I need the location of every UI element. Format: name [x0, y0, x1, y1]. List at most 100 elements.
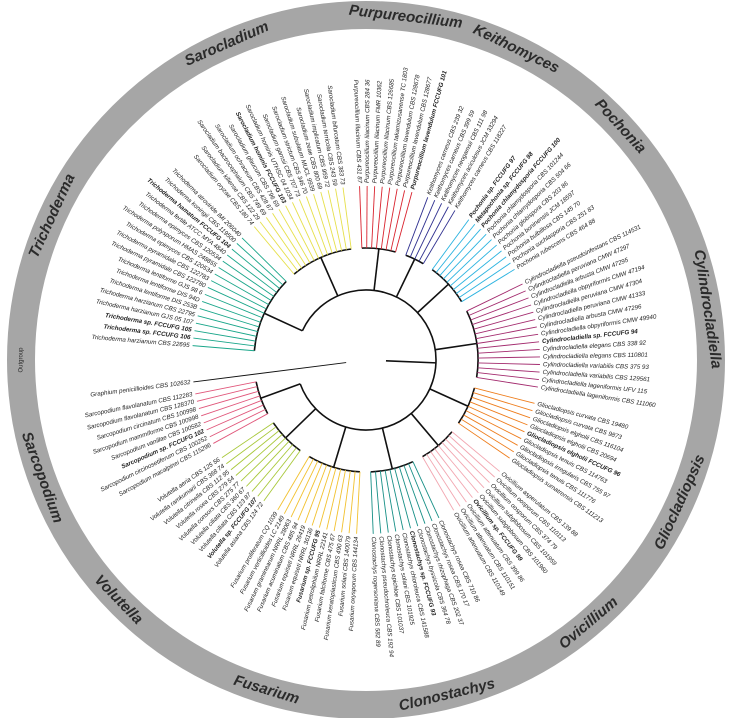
leaf-branch: [193, 337, 255, 347]
leaf-branch: [305, 196, 329, 255]
outgroup-label: Outgroup: [19, 347, 25, 373]
leaf-branch: [439, 228, 481, 277]
leaf-branch: [448, 435, 495, 478]
leaf-branch: [198, 390, 259, 409]
leaf-branch: [218, 267, 272, 301]
clade-branch: [417, 283, 450, 314]
leaf-branch: [477, 356, 540, 359]
leaf-branch: [253, 226, 295, 275]
leaf-branch: [458, 262, 511, 298]
leaf-branch: [356, 471, 361, 534]
leaf-branch: [210, 280, 267, 310]
leaf-label: Cylindrocladiella variabilis CBS 375 93: [543, 361, 650, 371]
leaf-branch: [195, 322, 257, 337]
leaf-branch: [259, 221, 299, 272]
clade-branch: [332, 426, 347, 468]
leaf-label: Cylindrocladiella elegans CBS 110801: [543, 352, 648, 361]
leaf-branch: [285, 205, 315, 261]
leaf-branch: [342, 187, 352, 250]
leaf-branch: [341, 470, 351, 533]
clade-branch: [320, 257, 339, 297]
leaf-branch: [304, 464, 328, 524]
leaf-branch: [371, 186, 376, 249]
clade-branch: [284, 408, 317, 439]
clade-branch: [260, 383, 301, 399]
leaf-branch: [430, 451, 467, 503]
leaf-branch: [196, 386, 258, 402]
leaf-branch: [389, 469, 404, 531]
leaf-branch: [257, 447, 297, 497]
leaf-branch: [451, 431, 500, 472]
clade-branch: [373, 248, 380, 291]
leaf-branch: [474, 387, 535, 404]
leaf-branch: [441, 441, 485, 489]
clade-branch: [410, 412, 439, 447]
leaf-branch: [240, 437, 286, 482]
leaf-branch: [426, 453, 461, 507]
leaf-branch: [375, 471, 382, 534]
leaf-branch: [359, 186, 363, 249]
leaf-branch: [476, 333, 539, 344]
leaf-branch: [290, 460, 319, 518]
leaf-branch: [435, 223, 476, 273]
leaf-branch: [446, 239, 492, 283]
leaf-branch: [251, 444, 293, 492]
root-branch: [385, 360, 436, 364]
leaf-branch: [202, 300, 261, 323]
leaf-branch: [414, 203, 443, 260]
leaf-branch: [477, 362, 540, 365]
leaf-branch: [214, 273, 269, 306]
leaf-branch: [443, 233, 487, 280]
leaf-branch: [298, 199, 324, 257]
leaf-branch: [221, 422, 274, 458]
outgroup-branch: [193, 362, 347, 383]
leaf-branch: [192, 345, 255, 352]
leaf-branch: [201, 395, 261, 417]
leaf-branch: [194, 330, 256, 342]
leaf-branch: [222, 260, 275, 297]
clade-branch: [429, 388, 469, 407]
leaf-branch: [465, 410, 522, 440]
leaf-branch: [380, 187, 391, 250]
leaf-branch: [333, 470, 346, 532]
leaf-branch: [263, 450, 301, 502]
leaf-branch: [418, 206, 449, 262]
leaf-branch: [471, 396, 531, 419]
leaf-branch: [197, 315, 258, 333]
leaf-branch: [272, 212, 307, 266]
leaf-branch: [477, 341, 540, 349]
leaf-branch: [422, 456, 455, 511]
leaf-branch: [449, 244, 497, 287]
leaf-branch: [403, 465, 426, 524]
leaf-branch: [385, 188, 398, 250]
leaf-branch: [472, 304, 532, 326]
clade-branch: [263, 312, 303, 332]
leaf-branch: [326, 469, 342, 530]
leaf-branch: [473, 392, 533, 412]
leaf-label: Purpureocillium lilacinum CBS 284 36: [364, 79, 372, 183]
clade-branch: [395, 258, 416, 298]
leaf-branch: [204, 293, 263, 319]
leaf-branch: [311, 466, 332, 526]
leaf-branch: [458, 422, 510, 459]
leaf-branch: [241, 237, 287, 282]
leaf-branch: [213, 413, 268, 444]
leaf-branch: [422, 210, 456, 264]
leaf-branch: [236, 243, 284, 286]
leaf-branch: [390, 190, 406, 251]
leaf-branch: [375, 186, 383, 249]
leaf-branch: [206, 404, 264, 431]
leaf-branch: [199, 308, 260, 328]
leaf-branch: [468, 290, 526, 316]
leaf-branch: [320, 191, 338, 252]
leaf-branch: [477, 367, 540, 373]
genus-ring: [7, 1, 725, 718]
leaf-branch: [318, 467, 337, 528]
leaf-label: Clonostachys rogersoniana CBS 582 89: [370, 537, 382, 648]
leaf-branch: [348, 471, 356, 534]
leaf-branch: [370, 471, 374, 534]
leaf-branch: [226, 426, 277, 465]
leaf-branch: [246, 441, 290, 487]
leaf-branch: [408, 463, 433, 522]
leaf-branch: [412, 461, 440, 519]
